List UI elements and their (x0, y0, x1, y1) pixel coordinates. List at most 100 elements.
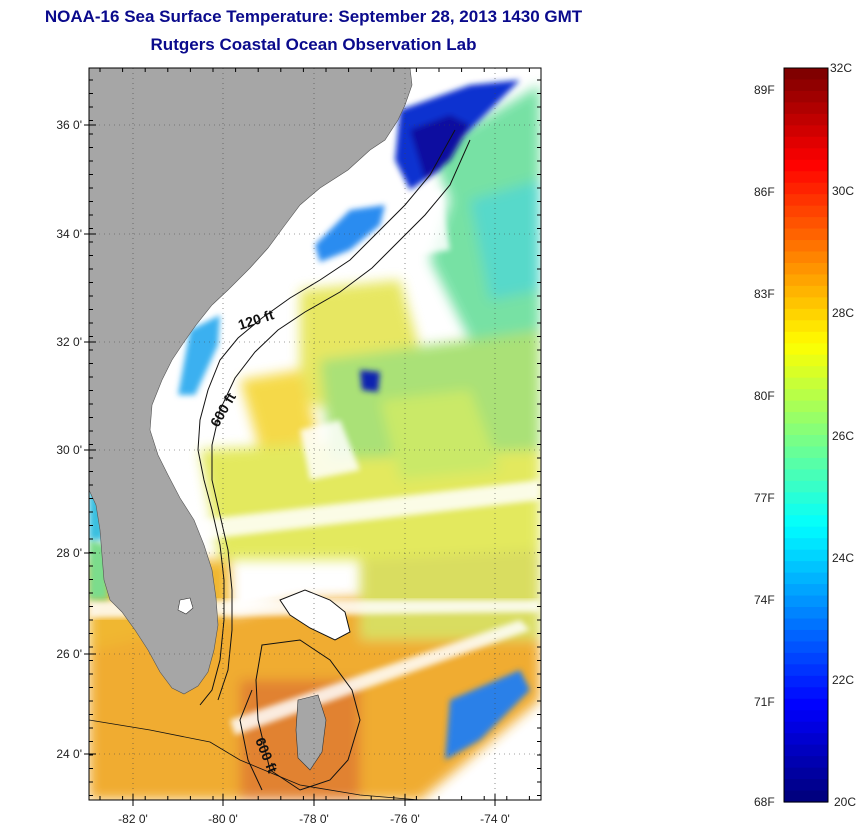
colorbar-stripe (784, 205, 828, 218)
bahamas-islands (279, 589, 351, 641)
contour-bahamas (239, 689, 263, 791)
colorbar-stripe (784, 68, 828, 81)
axis-ticks (84, 68, 541, 806)
colorbar-stripe (784, 354, 828, 367)
colorbar-stripe (784, 366, 828, 379)
colorbar-stripe (784, 721, 828, 734)
colorbar-stripe (784, 584, 828, 597)
colorbar-stripe (784, 549, 828, 562)
colorbar-stripe (784, 262, 828, 276)
colorbar-fahrenheit-label: 83F (754, 287, 775, 301)
colorbar-stripe (784, 744, 828, 757)
colorbar-stripe (784, 228, 828, 241)
colorbar-stripe (784, 457, 828, 471)
colorbar-celsius-label: 32C (830, 61, 853, 75)
colorbar-stripe (784, 492, 828, 505)
colorbar-stripe (784, 240, 828, 253)
colorbar-stripe (784, 526, 828, 539)
lat-tick-label: 28 0' (56, 546, 82, 560)
colorbar-stripe (784, 503, 828, 516)
lat-tick-label: 30 0' (56, 443, 82, 457)
temperature-colorbar: 32C 30C 28C 26C 24C 22C 20C 89F 86F 83F … (740, 60, 865, 820)
colorbar-stripe (784, 595, 828, 608)
colorbar-stripe (784, 251, 828, 264)
colorbar-stripe (784, 538, 828, 551)
colorbar-stripe (784, 779, 828, 792)
colorbar-stripe (784, 217, 828, 230)
colorbar-stripe (784, 607, 828, 620)
colorbar-stripe (784, 285, 828, 298)
lon-tick-label: -74 0' (480, 812, 510, 826)
colorbar-stripe (784, 125, 828, 138)
lat-tick-label: 26 0' (56, 647, 82, 661)
colorbar-stripe (784, 79, 828, 92)
colorbar-stripe (784, 572, 828, 585)
colorbar-stripe (784, 148, 828, 161)
colorbar-stripe (784, 274, 828, 287)
colorbar-celsius-label: 22C (832, 673, 855, 687)
colorbar-stripe (784, 641, 828, 654)
lon-tick-label: -80 0' (208, 812, 238, 826)
colorbar-stripe (784, 710, 828, 723)
lat-tick-label: 36 0' (56, 118, 82, 132)
colorbar-celsius-label: 24C (832, 551, 855, 565)
colorbar-celsius-label: 26C (832, 429, 855, 443)
andros-island (295, 694, 327, 771)
colorbar-stripe (784, 767, 828, 780)
bahamas-bank (255, 639, 361, 791)
colorbar-stripe (784, 90, 828, 104)
colorbar-stripe (784, 297, 828, 310)
colorbar-stripe (784, 652, 828, 665)
contour-600ft (211, 139, 471, 701)
colorbar-stripe (784, 733, 828, 746)
colorbar-stripe (784, 412, 828, 425)
lat-tick-label: 24 0' (56, 747, 82, 761)
colorbar-stripe (784, 343, 828, 356)
colorbar-stripe (784, 698, 828, 711)
longitude-axis: -82 0' -80 0' -78 0' -76 0' -74 0' (118, 812, 510, 826)
cuba-coast (89, 719, 421, 800)
colorbar-stripe (784, 320, 828, 333)
colorbar-celsius-label: 28C (832, 306, 855, 320)
grid-lines (89, 68, 541, 800)
lon-tick-label: -78 0' (299, 812, 329, 826)
colorbar-stripe (784, 136, 828, 149)
colorbar-stripe (784, 675, 828, 688)
colorbar-fahrenheit-label: 89F (754, 83, 775, 97)
colorbar-stripe (784, 629, 828, 643)
contour-120ft (197, 129, 456, 706)
colorbar-stripe (784, 664, 828, 677)
colorbar-stripe (784, 400, 828, 413)
sst-map: 120 ft 600 ft 600 ft 36 0' 34 0' 32 0' 3… (56, 67, 542, 826)
lake-okeechobee (177, 597, 194, 615)
colorbar-stripe (784, 790, 828, 803)
colorbar-stripe (784, 480, 828, 493)
colorbar-stripe (784, 113, 828, 126)
colorbar-stripe (784, 308, 828, 321)
colorbar-stripe (784, 194, 828, 207)
colorbar-stripe (784, 377, 828, 390)
lon-tick-label: -76 0' (390, 812, 420, 826)
colorbar-stripe (784, 561, 828, 574)
colorbar-stripe (784, 469, 828, 482)
colorbar-stripe (784, 446, 828, 459)
colorbar-stripe (784, 515, 828, 528)
map-subtitle: Rutgers Coastal Ocean Observation Lab (150, 35, 477, 54)
colorbar-fahrenheit-label: 74F (754, 593, 775, 607)
colorbar-stripe (784, 618, 828, 631)
colorbar-fahrenheit-label: 71F (754, 695, 775, 709)
colorbar-fahrenheit-label: 77F (754, 491, 775, 505)
latitude-axis: 36 0' 34 0' 32 0' 30 0' 28 0' 26 0' 24 0… (56, 118, 82, 761)
us-southeast-land (89, 68, 413, 695)
colorbar-stripe (784, 102, 828, 115)
map-frame (88, 67, 542, 801)
colorbar-stripe (784, 182, 828, 195)
colorbar-stripe (784, 171, 828, 184)
colorbar-stripe (784, 331, 828, 344)
colorbar-fahrenheit-label: 86F (754, 185, 775, 199)
lat-tick-label: 34 0' (56, 227, 82, 241)
colorbar-stripe (784, 159, 828, 172)
lat-tick-label: 32 0' (56, 335, 82, 349)
map-title: NOAA-16 Sea Surface Temperature: Septemb… (44, 7, 583, 26)
colorbar-stripe (784, 435, 828, 448)
